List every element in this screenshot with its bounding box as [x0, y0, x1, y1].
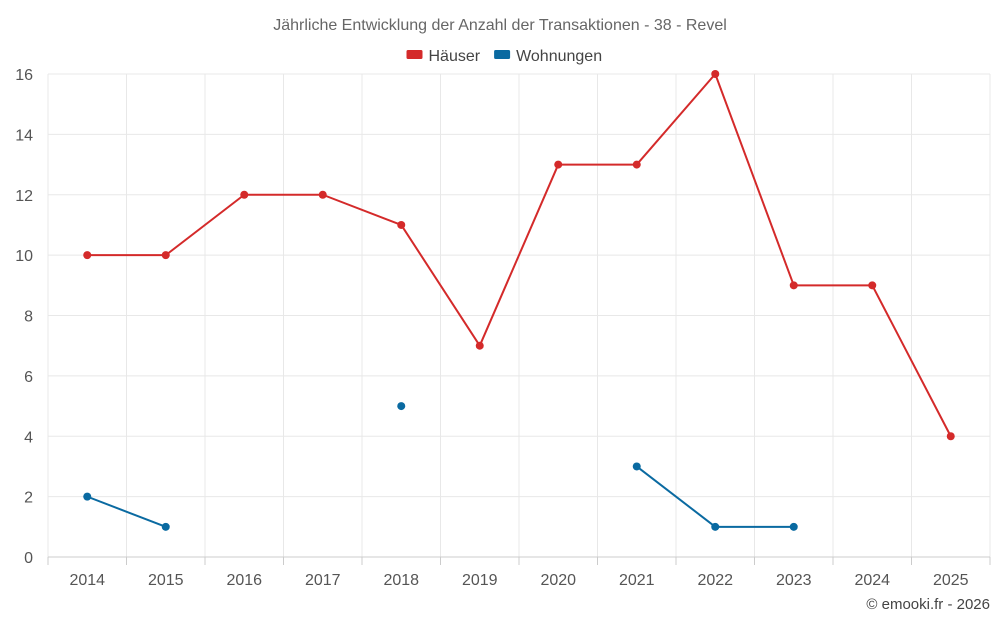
legend-label: Wohnungen — [516, 48, 602, 65]
data-point — [161, 522, 170, 531]
legend-swatch — [406, 50, 423, 59]
x-tick-label: 2014 — [69, 572, 105, 589]
x-tick-label: 2019 — [462, 572, 498, 589]
credit-text: © emooki.fr - 2026 — [866, 596, 990, 613]
y-axis: 0 2 4 6 8 10 12 14 16 — [15, 67, 33, 567]
data-point — [83, 251, 92, 260]
x-tick-label: 2024 — [854, 572, 890, 589]
data-point — [789, 522, 798, 531]
data-point — [632, 462, 641, 471]
y-tick-label: 2 — [24, 490, 33, 507]
data-point — [475, 341, 484, 350]
x-tick-label: 2016 — [226, 572, 262, 589]
y-tick-label: 12 — [15, 188, 33, 205]
y-tick-label: 6 — [24, 369, 33, 386]
grid — [47, 73, 991, 565]
legend-item: Wohnungen — [494, 48, 602, 65]
series-line — [87, 73, 952, 437]
data-point — [397, 402, 406, 411]
data-point — [946, 432, 955, 441]
x-axis: 2014 2015 2016 2017 2018 2019 2020 2021 2022 2023… — [69, 572, 968, 589]
data-point — [397, 220, 406, 229]
data-point — [318, 190, 327, 199]
data-point — [161, 251, 170, 260]
x-tick-label: 2021 — [619, 572, 655, 589]
legend: Häuser Wohnungen — [406, 48, 602, 65]
series-haeuser — [83, 70, 955, 441]
chart-title: Jährliche Entwicklung der Anzahl der Tra… — [273, 17, 727, 34]
data-point — [632, 160, 641, 169]
data-point — [711, 522, 720, 531]
legend-label: Häuser — [429, 48, 481, 65]
data-point — [868, 281, 877, 290]
data-point — [240, 190, 249, 199]
y-tick-label: 10 — [15, 248, 33, 265]
y-tick-label: 4 — [24, 429, 33, 446]
x-tick-label: 2018 — [383, 572, 419, 589]
legend-item: Häuser — [406, 48, 481, 65]
x-tick-label: 2023 — [776, 572, 812, 589]
data-point — [789, 281, 798, 290]
x-tick-label: 2025 — [933, 572, 969, 589]
y-tick-label: 14 — [15, 127, 33, 144]
x-tick-label: 2015 — [148, 572, 184, 589]
legend-swatch — [494, 50, 511, 59]
series-wohnungen — [83, 402, 798, 531]
x-tick-label: 2020 — [540, 572, 576, 589]
x-tick-label: 2017 — [305, 572, 341, 589]
data-point — [554, 160, 563, 169]
data-point — [711, 70, 720, 78]
data-point — [83, 492, 92, 501]
y-tick-label: 0 — [24, 550, 33, 567]
x-tick-label: 2022 — [697, 572, 733, 589]
y-tick-label: 8 — [24, 309, 33, 326]
series-layer — [83, 70, 955, 531]
series-line — [86, 495, 167, 528]
y-tick-label: 16 — [15, 67, 33, 84]
